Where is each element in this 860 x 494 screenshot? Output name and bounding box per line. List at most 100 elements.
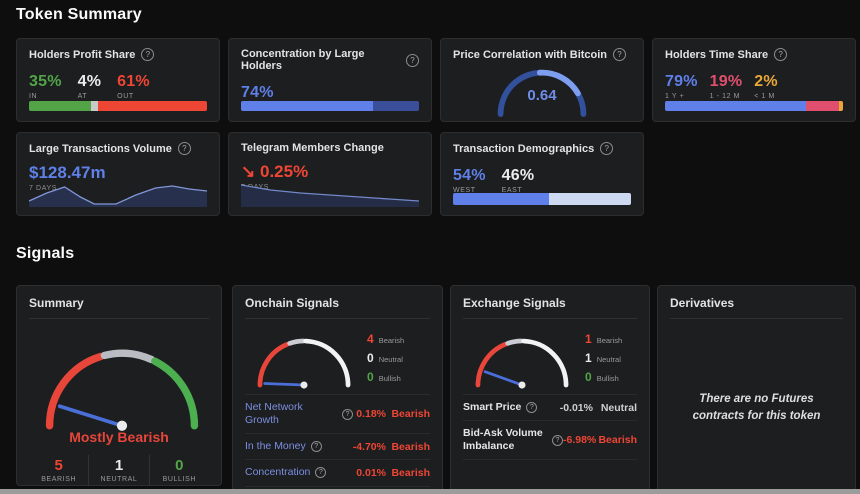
onchain-bullish-label: Bullish	[378, 373, 401, 383]
signal-row-concentration: Concentration? 0.01% Bearish	[245, 459, 430, 485]
card-title: Holders Time Share	[665, 48, 769, 61]
signal-row-bid-ask-imbalance: Bid-Ask Volume Imbalance? -6.98% Bearish	[463, 420, 637, 461]
signal-row-net-network-growth: Net Network Growth? 0.18% Bearish	[245, 394, 430, 433]
card-derivatives: Derivatives There are no Futures contrac…	[657, 285, 856, 494]
metric-in-value: 35%	[29, 73, 62, 90]
help-icon[interactable]: ?	[613, 48, 627, 61]
onchain-gauge-needle	[263, 382, 306, 387]
signal-row-in-the-money: In the Money? -4.70% Bearish	[245, 433, 430, 459]
bearish-count: 5	[54, 457, 63, 474]
page-bottom-edge	[0, 489, 860, 494]
metric-1-12m-value: 19%	[709, 73, 743, 90]
demographics-bar	[453, 193, 631, 205]
info-icon[interactable]: ?	[310, 441, 322, 453]
onchain-bullish-count: 0	[367, 369, 374, 384]
net-network-growth-status: Bearish	[391, 408, 430, 421]
card-concentration: Concentration by Large Holders ? 74%	[228, 38, 432, 122]
exchange-bearish-count: 1	[585, 331, 592, 346]
onchain-title: Onchain Signals	[245, 296, 340, 310]
info-icon[interactable]: ?	[315, 467, 327, 479]
exchange-legend: 1 Bearish 1 Neutral 0 Bullish	[585, 327, 622, 389]
metric-east-label: EAST	[501, 187, 523, 194]
correlation-gauge	[441, 61, 643, 124]
card-title: Concentration by Large Holders	[241, 48, 365, 72]
card-transaction-demographics: Transaction Demographics ? 54% WEST 46% …	[440, 132, 644, 216]
smart-price-value: -0.01%	[559, 401, 593, 414]
exchange-neutral-label: Neutral	[596, 354, 621, 364]
card-title: Telegram Members Change	[241, 142, 384, 154]
bar-segment-in	[29, 101, 92, 111]
metric-1y-value: 79%	[665, 73, 698, 90]
volume-period: 7 DAYS	[29, 185, 57, 192]
neutral-count-label: NEUTRAL	[100, 476, 138, 483]
bid-ask-imbalance-value: -6.98%	[562, 434, 597, 447]
metric-out-value: 61%	[117, 73, 150, 90]
info-icon[interactable]: ?	[526, 402, 538, 414]
derivatives-empty-message: There are no Futures contracts for this …	[692, 393, 821, 423]
metric-1-12m-label: 1 - 12 M	[709, 93, 741, 100]
help-icon[interactable]: ?	[406, 53, 419, 67]
help-icon[interactable]: ?	[600, 142, 614, 155]
metric-at-label: AT	[77, 93, 88, 100]
card-exchange-signals: Exchange Signals 1 Bearish 1 Neutral 0 Bull…	[450, 285, 650, 494]
volume-value: $128.47m	[29, 163, 106, 182]
onchain-legend: 4 Bearish 0 Neutral 0 Bullish	[367, 327, 404, 389]
signals-heading: Signals	[16, 245, 75, 262]
summary-counts: 5 BEARISH 1 NEUTRAL 0 BULLISH	[29, 455, 209, 485]
in-the-money-status: Bearish	[391, 440, 430, 453]
card-onchain-signals: Onchain Signals 4 Bearish 0 Neutral 0 Bulli…	[232, 285, 443, 494]
onchain-bearish-count: 4	[367, 331, 374, 346]
onchain-gauge	[257, 338, 351, 389]
time-share-bar	[665, 101, 843, 111]
neutral-count: 1	[114, 457, 124, 474]
exchange-neutral-count: 1	[585, 350, 592, 365]
card-telegram-members-change: Telegram Members Change ↘ 0.25% 7 DAYS	[228, 132, 432, 216]
bar-segment-at	[91, 101, 99, 111]
correlation-value: 0.64	[527, 87, 557, 104]
card-title: Transaction Demographics	[453, 142, 595, 155]
telegram-sparkline	[241, 177, 419, 207]
bullish-count: 0	[175, 457, 184, 474]
metric-east-value: 46%	[501, 167, 535, 184]
down-right-arrow-icon: ↘	[241, 162, 256, 181]
onchain-bearish-label: Bearish	[378, 335, 405, 345]
token-summary-heading: Token Summary	[16, 6, 142, 23]
bar-segment-west	[453, 193, 550, 205]
net-network-growth-value: 0.18%	[356, 408, 386, 421]
help-icon[interactable]: ?	[774, 48, 788, 61]
onchain-neutral-label: Neutral	[378, 354, 403, 364]
correlation-gauge-arc	[497, 69, 587, 117]
metric-1y-label: 1 Y +	[665, 93, 685, 100]
metric-lt1m-label: < 1 M	[754, 93, 775, 100]
bar-segment-filled	[241, 101, 373, 111]
exchange-bullish-label: Bullish	[596, 373, 619, 383]
metric-at-value: 4%	[77, 73, 102, 90]
telegram-change-value: 0.25%	[259, 162, 309, 181]
exchange-bearish-label: Bearish	[596, 335, 623, 345]
smart-price-label: Smart Price	[463, 401, 522, 413]
info-icon[interactable]: ?	[551, 434, 563, 446]
bar-segment-lt1m	[839, 101, 843, 111]
metric-in-label: IN	[29, 93, 38, 100]
signal-row-smart-price: Smart Price? -0.01% Neutral	[463, 394, 637, 420]
help-icon[interactable]: ?	[177, 142, 191, 155]
bar-segment-east	[549, 193, 631, 205]
exchange-bullish-count: 0	[585, 369, 592, 384]
bar-segment-1-12m	[805, 101, 840, 111]
card-holders-profit-share: Holders Profit Share ? 35% IN 4% AT 61% …	[16, 38, 220, 122]
help-icon[interactable]: ?	[141, 48, 155, 61]
card-signals-summary: Summary Mostly Bearish 5 BEARISH 1 NEUTR…	[16, 285, 222, 486]
bar-segment-1y	[665, 101, 806, 111]
card-price-correlation: Price Correlation with Bitcoin ? 0.64	[440, 38, 644, 122]
bar-segment-out	[98, 101, 207, 111]
card-holders-time-share: Holders Time Share ? 79% 1 Y + 19% 1 - 1…	[652, 38, 856, 122]
in-the-money-link[interactable]: In the Money	[245, 440, 306, 453]
concentration-link[interactable]: Concentration	[245, 466, 311, 479]
net-network-growth-link[interactable]: Net Network Growth	[245, 401, 303, 427]
info-icon[interactable]: ?	[342, 408, 353, 420]
card-large-transactions-volume: Large Transactions Volume ? $128.47m 7 D…	[16, 132, 220, 216]
volume-sparkline	[29, 177, 207, 207]
metric-west-label: WEST	[453, 187, 476, 194]
metric-west-value: 54%	[453, 167, 486, 184]
